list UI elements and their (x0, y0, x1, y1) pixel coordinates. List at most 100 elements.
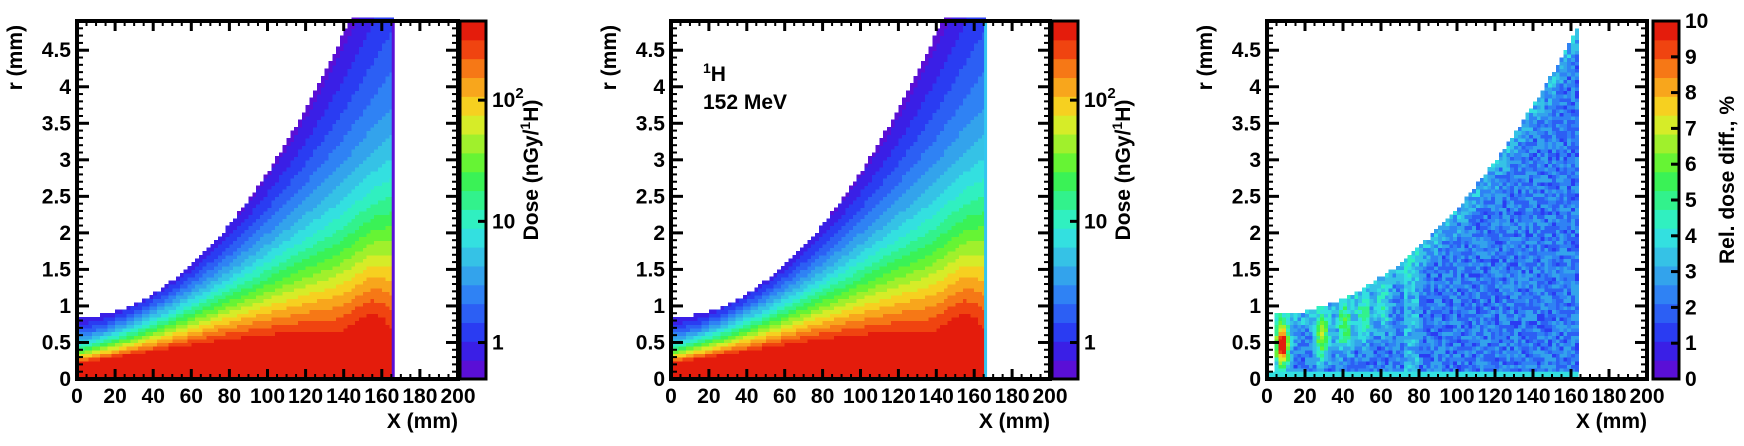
dose-cell (244, 214, 250, 219)
dose-cell (324, 68, 330, 73)
dose-cell (313, 243, 318, 249)
dose-cell (324, 364, 330, 369)
dose-cell (92, 320, 97, 325)
dose-cell (374, 236, 379, 241)
dose-cell (328, 316, 333, 322)
dose-cell (183, 276, 189, 281)
dose-cell (336, 105, 341, 110)
dose-cell (708, 316, 714, 322)
dose-cell (290, 185, 295, 190)
dose-cell (275, 159, 280, 165)
dose-cell (252, 214, 257, 219)
dose-cell (225, 258, 230, 263)
dose-cell (309, 346, 314, 351)
dose-cell (389, 141, 394, 146)
dose-cell (210, 368, 215, 373)
dose-cell (153, 342, 158, 347)
dose-cell (271, 200, 276, 205)
dose-cell (735, 305, 740, 311)
dose-cell (381, 262, 387, 267)
dose-cell (678, 360, 683, 365)
dose-cell (374, 170, 379, 176)
dose-cell (290, 243, 295, 249)
dose-cell (727, 364, 733, 369)
dose-cell (297, 236, 303, 241)
dose-cell (221, 273, 227, 278)
dose-cell (294, 265, 299, 271)
dose-cell (377, 225, 383, 230)
dose-cell (130, 360, 135, 365)
dose-cell (118, 360, 124, 365)
dose-cell (358, 64, 364, 70)
dose-cell (381, 181, 387, 186)
dose-cell (187, 313, 192, 318)
dose-cell (317, 371, 322, 376)
dose-cell (115, 331, 120, 336)
dose-cell (191, 305, 196, 311)
dose-cell (343, 218, 349, 223)
dose-cell (358, 236, 364, 241)
dose-cell (705, 316, 710, 322)
dose-cell (217, 327, 223, 333)
dose-cell (240, 210, 246, 216)
dose-cell (320, 232, 326, 238)
dose-cell (324, 218, 330, 223)
dose-cell (240, 313, 246, 318)
dose-cell (233, 218, 238, 223)
dose-cell (320, 115, 326, 121)
dose-cell (671, 364, 676, 369)
dose-cell (324, 349, 330, 355)
dose-cell (389, 178, 394, 183)
dose-cell (366, 181, 371, 186)
dose-cell (305, 262, 311, 267)
dose-cell (267, 221, 272, 227)
dose-cell (172, 280, 177, 285)
dose-cell (99, 346, 105, 351)
dose-cell (324, 236, 330, 241)
dose-cell (244, 327, 250, 333)
dose-cell (145, 368, 150, 373)
dose-cell (355, 119, 360, 124)
dose-cell (275, 316, 280, 322)
dose-cell (297, 189, 303, 194)
dose-cell (336, 349, 341, 355)
dose-cell (198, 294, 204, 300)
dose-cell (267, 284, 272, 289)
x-tick-label: 20 (103, 385, 126, 408)
dose-cell (343, 353, 349, 358)
dose-cell (282, 167, 288, 172)
dose-cell (358, 320, 364, 325)
dose-cell (198, 371, 204, 376)
dose-cell (320, 265, 326, 271)
dose-cell (377, 163, 383, 168)
dose-cell (347, 353, 352, 358)
dose-cell (716, 371, 721, 376)
dose-cell (217, 371, 223, 376)
dose-cell (716, 342, 721, 347)
dose-cell (351, 90, 356, 95)
dose-cell (198, 258, 204, 263)
dose-cell (362, 28, 368, 33)
dose-cell (313, 368, 318, 373)
dose-cell (674, 316, 680, 322)
dose-cell (290, 170, 295, 176)
dose-cell (313, 105, 318, 110)
dose-cell (221, 309, 227, 314)
dose-map-2 (671, 17, 988, 380)
dose-cell (137, 342, 143, 347)
dose-cell (370, 229, 375, 234)
dose-cell (233, 346, 238, 351)
dose-cell (385, 269, 391, 274)
dose-cell (347, 50, 352, 55)
dose-cell (309, 232, 314, 238)
dose-cell (294, 163, 299, 168)
dose-cell (183, 294, 189, 300)
dose-cell (324, 94, 330, 99)
dose-cell (324, 97, 330, 102)
dose-cell (153, 327, 158, 333)
dose-cell (339, 141, 345, 146)
dose-cell (290, 163, 295, 168)
dose-cell (355, 21, 360, 26)
dose-cell (149, 331, 154, 336)
dose-cell (324, 72, 330, 77)
